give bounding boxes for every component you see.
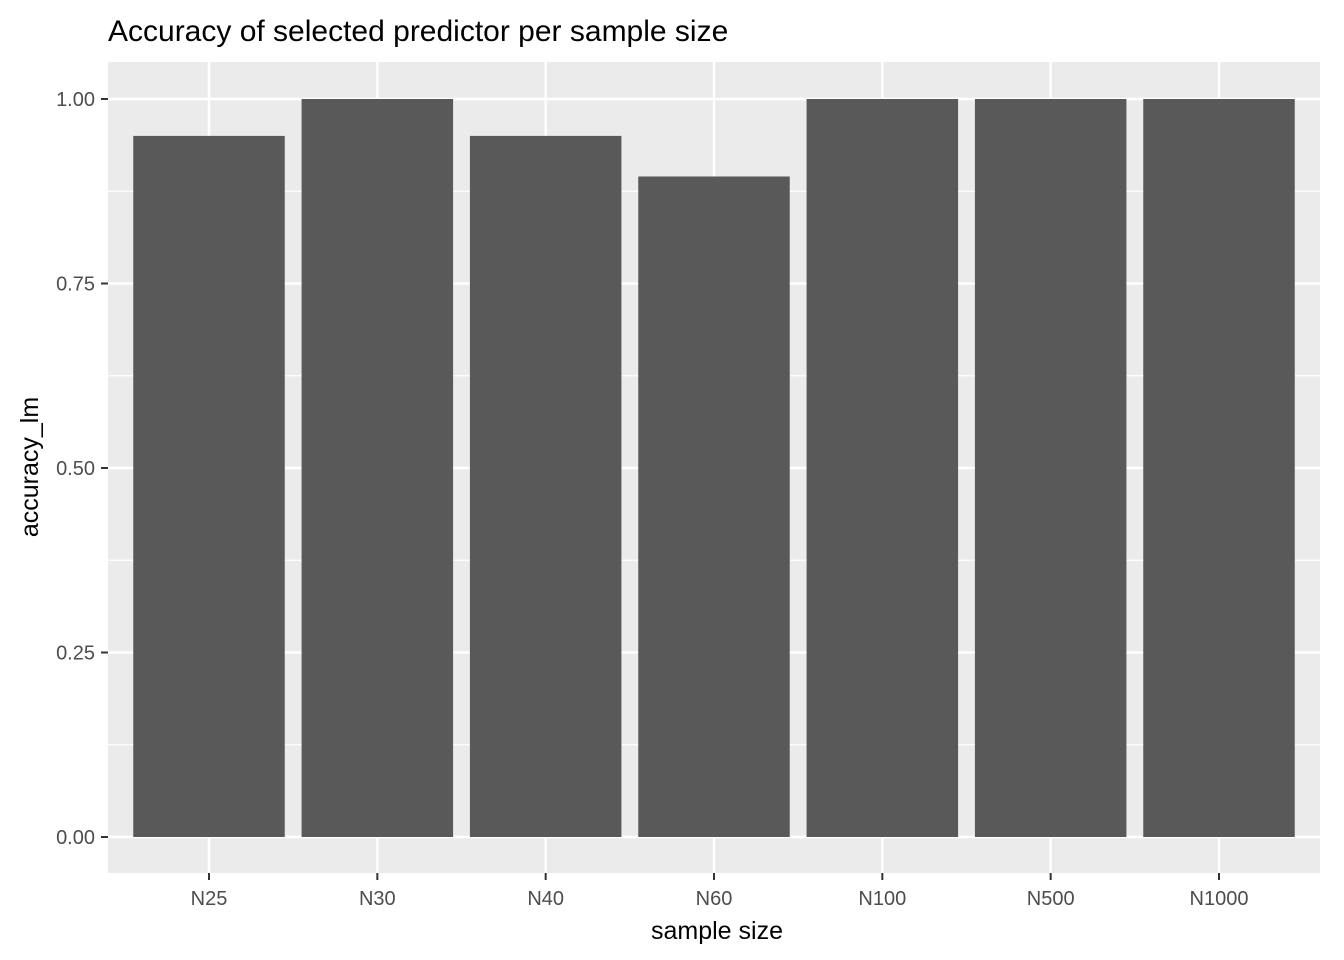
y-axis: 0.00 0.25 0.50 0.75 1.00	[56, 89, 108, 849]
x-axis: N25 N30 N40 N60 N100 N500 N1000	[191, 873, 1249, 910]
x-tick-label: N1000	[1190, 888, 1249, 910]
bar-N40	[469, 135, 622, 837]
y-axis-title: accuracy_lm	[16, 397, 44, 537]
y-tick-label: 0.50	[56, 458, 95, 480]
x-axis-title: sample size	[651, 917, 783, 945]
x-tick-label: N60	[696, 888, 733, 910]
y-tick-label: 0.00	[56, 827, 95, 849]
x-tick-label: N40	[527, 888, 564, 910]
chart-title: Accuracy of selected predictor per sampl…	[108, 15, 728, 48]
bar-N30	[301, 99, 454, 837]
bar-N60	[638, 176, 790, 838]
x-tick-label: N100	[858, 888, 906, 910]
x-tick-label: N30	[359, 888, 396, 910]
bar-N100	[806, 99, 959, 837]
y-tick-label: 0.75	[56, 274, 95, 296]
bar-N500	[974, 99, 1127, 837]
bar-N1000	[1143, 99, 1295, 837]
x-tick-label: N500	[1027, 888, 1075, 910]
y-tick-label: 1.00	[56, 89, 95, 111]
bars	[133, 99, 1295, 838]
x-tick-label: N25	[191, 888, 228, 910]
bar-N25	[133, 135, 285, 837]
y-tick-label: 0.25	[56, 643, 95, 665]
